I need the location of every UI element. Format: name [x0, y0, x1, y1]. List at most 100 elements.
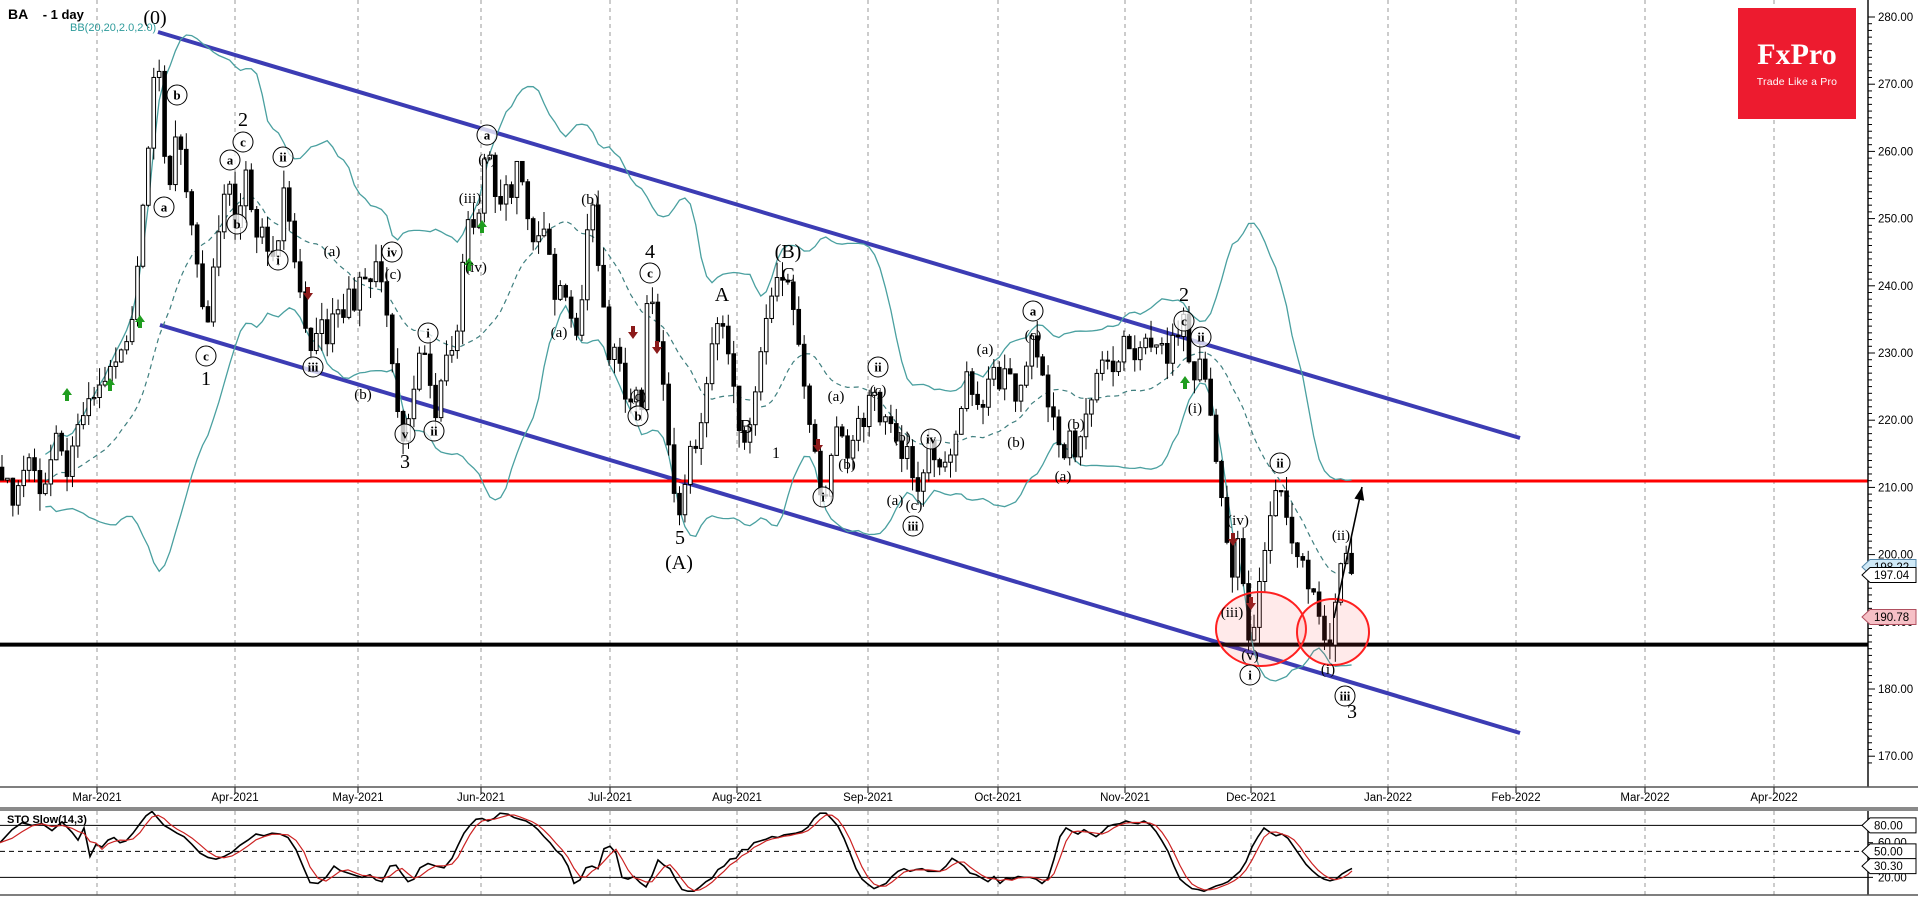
fxpro-logo-text: FxPro — [1757, 37, 1837, 71]
wave-label: 3 — [1347, 701, 1357, 723]
wave-label: (a) — [1055, 469, 1072, 485]
price-tag-value: 190.78 — [1874, 612, 1909, 624]
wave-label: i — [821, 490, 825, 505]
wave-label: (a) — [551, 325, 568, 341]
gridlines — [96, 0, 1775, 895]
wave-label: (c) — [385, 267, 402, 283]
wave-label: (iv) — [465, 260, 487, 276]
price-axis-label: 210.00 — [1878, 482, 1913, 494]
wave-label: 2 — [238, 109, 248, 131]
wave-label: (0) — [143, 7, 166, 29]
bb-middle — [45, 195, 1352, 574]
highlight-ellipse — [1215, 591, 1307, 667]
wave-label: (v) — [1241, 648, 1259, 664]
date-axis-label: Apr-2022 — [1750, 792, 1797, 804]
price-axis-label: 250.00 — [1878, 214, 1913, 226]
wave-label: b — [233, 217, 240, 232]
wave-label: (a) — [887, 493, 904, 509]
sell-arrow-icon — [1228, 533, 1238, 546]
wave-label: 5 — [675, 527, 685, 549]
wave-label: i — [426, 326, 430, 341]
highlight-ellipse — [1296, 598, 1370, 666]
stoch-axis-label: 20.00 — [1878, 872, 1907, 884]
wave-label: (i) — [1188, 401, 1202, 417]
wave-label: (c) — [630, 389, 647, 405]
price-tag — [1861, 609, 1917, 625]
wave-label: (b) — [1067, 417, 1085, 433]
wave-label: ii — [430, 424, 438, 439]
date-axis-label: Feb-2022 — [1491, 792, 1540, 804]
buy-arrow-icon — [1180, 376, 1190, 389]
wave-label: c — [647, 266, 653, 281]
price-axis: 280.00 270.00 260.00 250.00 240.00 230.00 220.… — [1861, 0, 1918, 898]
date-axis-label: Aug-2021 — [712, 792, 762, 804]
fxpro-logo: FxPro Trade Like a Pro — [1738, 8, 1856, 119]
date-axis-label: May-2021 — [332, 792, 383, 804]
bollinger-bands — [44, 34, 1352, 682]
wave-label: ii — [1197, 330, 1205, 345]
wave-label: (B) — [775, 241, 802, 263]
wave-label: (iii) — [1221, 605, 1244, 621]
wave-label: c — [203, 349, 209, 364]
symbol-label: BA — [8, 6, 29, 22]
price-axis-label: 220.00 — [1878, 415, 1913, 427]
date-axis-label: Sep-2021 — [843, 792, 893, 804]
date-axis-label: Mar-2022 — [1620, 792, 1669, 804]
date-axis-label: Mar-2021 — [72, 792, 121, 804]
channel-upper-line — [157, 30, 1521, 440]
wave-label: (c) — [870, 383, 887, 399]
wave-label: (a) — [324, 244, 341, 260]
buy-arrow-icon — [477, 220, 487, 233]
wave-label: a — [161, 200, 168, 215]
date-axis-label: Jul-2021 — [588, 792, 632, 804]
wave-label: (ii) — [1332, 528, 1350, 544]
wave-label: (b) — [893, 430, 911, 446]
wave-label: iv — [387, 245, 398, 260]
price-axis-label: 260.00 — [1878, 146, 1913, 158]
price-tag — [1861, 858, 1917, 875]
price-tag — [1861, 843, 1917, 860]
wave-label: v — [402, 427, 409, 442]
wave-label: ii — [279, 150, 287, 165]
wave-label: (c) — [1025, 328, 1042, 344]
date-axis-label: Apr-2021 — [211, 792, 258, 804]
date-axis-label: Nov-2021 — [1100, 792, 1150, 804]
buy-arrow-icon — [464, 258, 474, 271]
price-axis-label: 280.00 — [1878, 12, 1913, 24]
date-axis-label: Jun-2021 — [457, 792, 505, 804]
price-tag-value: 197.04 — [1874, 570, 1910, 582]
wave-label: C — [781, 264, 794, 286]
buy-arrow-icon — [105, 378, 115, 391]
sell-arrow-icon — [813, 439, 823, 452]
stochastic-indicator-label: STO Slow(14,3) — [7, 814, 87, 826]
wave-label: iii — [908, 519, 919, 534]
highlight-ellipses — [1215, 486, 1370, 667]
wave-label: a — [484, 128, 491, 143]
price-axis-label: 170.00 — [1878, 751, 1913, 763]
date-axis-label: Jan-2022 — [1364, 792, 1412, 804]
wave-label: c — [240, 135, 246, 150]
sell-arrow-icon — [628, 326, 638, 339]
wave-label: c — [1181, 314, 1187, 329]
wave-label: (i) — [1321, 662, 1335, 678]
sell-arrow-icon — [303, 287, 313, 300]
bollinger-indicator-label: BB(20,20,2.0,2.0) — [70, 22, 157, 34]
price-tag-value: 30.30 — [1874, 861, 1903, 873]
candles — [0, 59, 1354, 662]
sell-arrow-icon — [652, 341, 662, 354]
wave-label: iii — [1340, 689, 1351, 704]
chart-title: BA - 1 day — [8, 6, 84, 24]
date-axis-label: Dec-2021 — [1226, 792, 1276, 804]
wave-label: 4 — [645, 241, 655, 263]
sell-arrow-icon — [1246, 597, 1256, 610]
wave-label: (b) — [354, 387, 372, 403]
price-axis-label: 180.00 — [1878, 684, 1913, 696]
wave-label: b — [173, 88, 180, 103]
channel-lower-line — [159, 323, 1521, 735]
wave-label: (a) — [828, 389, 845, 405]
wave-label: a — [1030, 304, 1037, 319]
bb-upper — [44, 34, 1352, 481]
